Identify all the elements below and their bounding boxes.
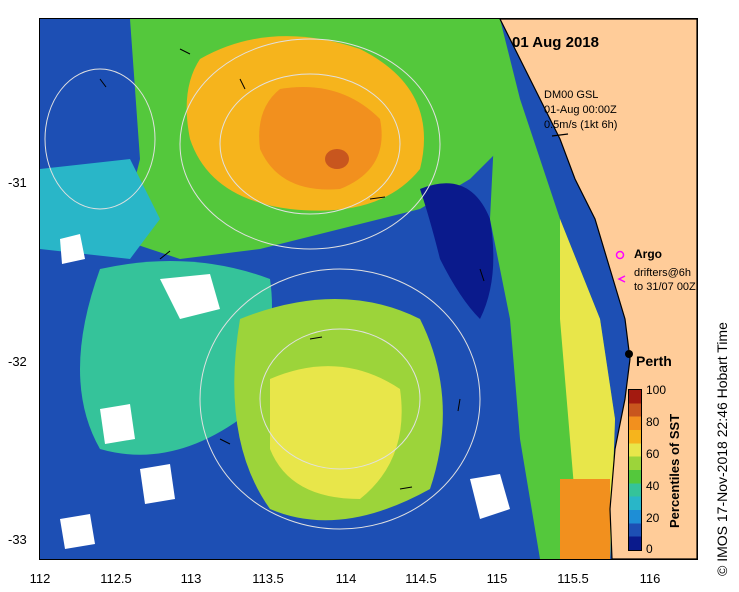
vector-scale: 0.5m/s (1kt 6h) (544, 119, 618, 131)
cloud-patch (160, 274, 220, 319)
argo-label: Argo (634, 247, 662, 261)
x-tick: 113 (180, 571, 202, 586)
perth-marker (625, 350, 633, 358)
cloud-patch (470, 474, 510, 519)
y-tick: -32 (8, 354, 27, 369)
colorbar-tick: 100 (646, 383, 667, 397)
x-tick: 116 (639, 571, 661, 586)
x-tick: 112.5 (100, 571, 132, 586)
x-tick: 115 (486, 571, 508, 586)
y-tick: -33 (8, 532, 27, 547)
model-time: 01-Aug 00:00Z (544, 104, 617, 116)
credit-text: © IMOS 17-Nov-2018 22:46 Hobart Time (714, 322, 730, 576)
perth-label: Perth (636, 353, 672, 369)
date-title: 01 Aug 2018 (512, 34, 599, 51)
current-vectors (99, 48, 485, 490)
x-tick: 112 (29, 571, 51, 586)
scale-arrow (551, 133, 569, 137)
sst-patch-inner-shelf (560, 219, 615, 559)
sst-patch-warm-spot (325, 149, 349, 169)
cloud-patch (60, 514, 95, 549)
drifters-label: drifters@6h (634, 267, 692, 279)
colorbar-tick: 40 (646, 479, 660, 493)
argo-symbol (615, 250, 625, 260)
sst-map (39, 18, 698, 560)
sst-field (40, 19, 697, 559)
drifter-symbol (617, 275, 626, 283)
cloud-patch (140, 464, 175, 504)
x-tick: 114 (335, 571, 357, 586)
x-tick: 114.5 (405, 571, 437, 586)
sst-patch-south-core (270, 366, 402, 499)
land-mass (499, 19, 697, 559)
colorbar-tick: 0 (646, 542, 653, 556)
ssh-contours (44, 38, 481, 530)
sst-patch-south-warm (560, 479, 610, 559)
colorbar-title: Percentiles of SST (667, 413, 682, 528)
x-tick: 115.5 (557, 571, 589, 586)
cloud-patch (100, 404, 135, 444)
model-name: DM00 GSL (544, 89, 599, 101)
x-tick: 113.5 (252, 571, 284, 586)
cloud-patch (60, 234, 85, 264)
colorbar (628, 389, 642, 551)
y-tick: -31 (8, 175, 27, 190)
colorbar-tick: 80 (646, 415, 660, 429)
colorbar-tick: 60 (646, 447, 660, 461)
sst-patch-cold-filament (420, 183, 494, 319)
sst-patch-eddy-core (259, 87, 382, 190)
drifters-to-label: to 31/07 00Z (634, 281, 696, 293)
colorbar-tick: 20 (646, 511, 660, 525)
